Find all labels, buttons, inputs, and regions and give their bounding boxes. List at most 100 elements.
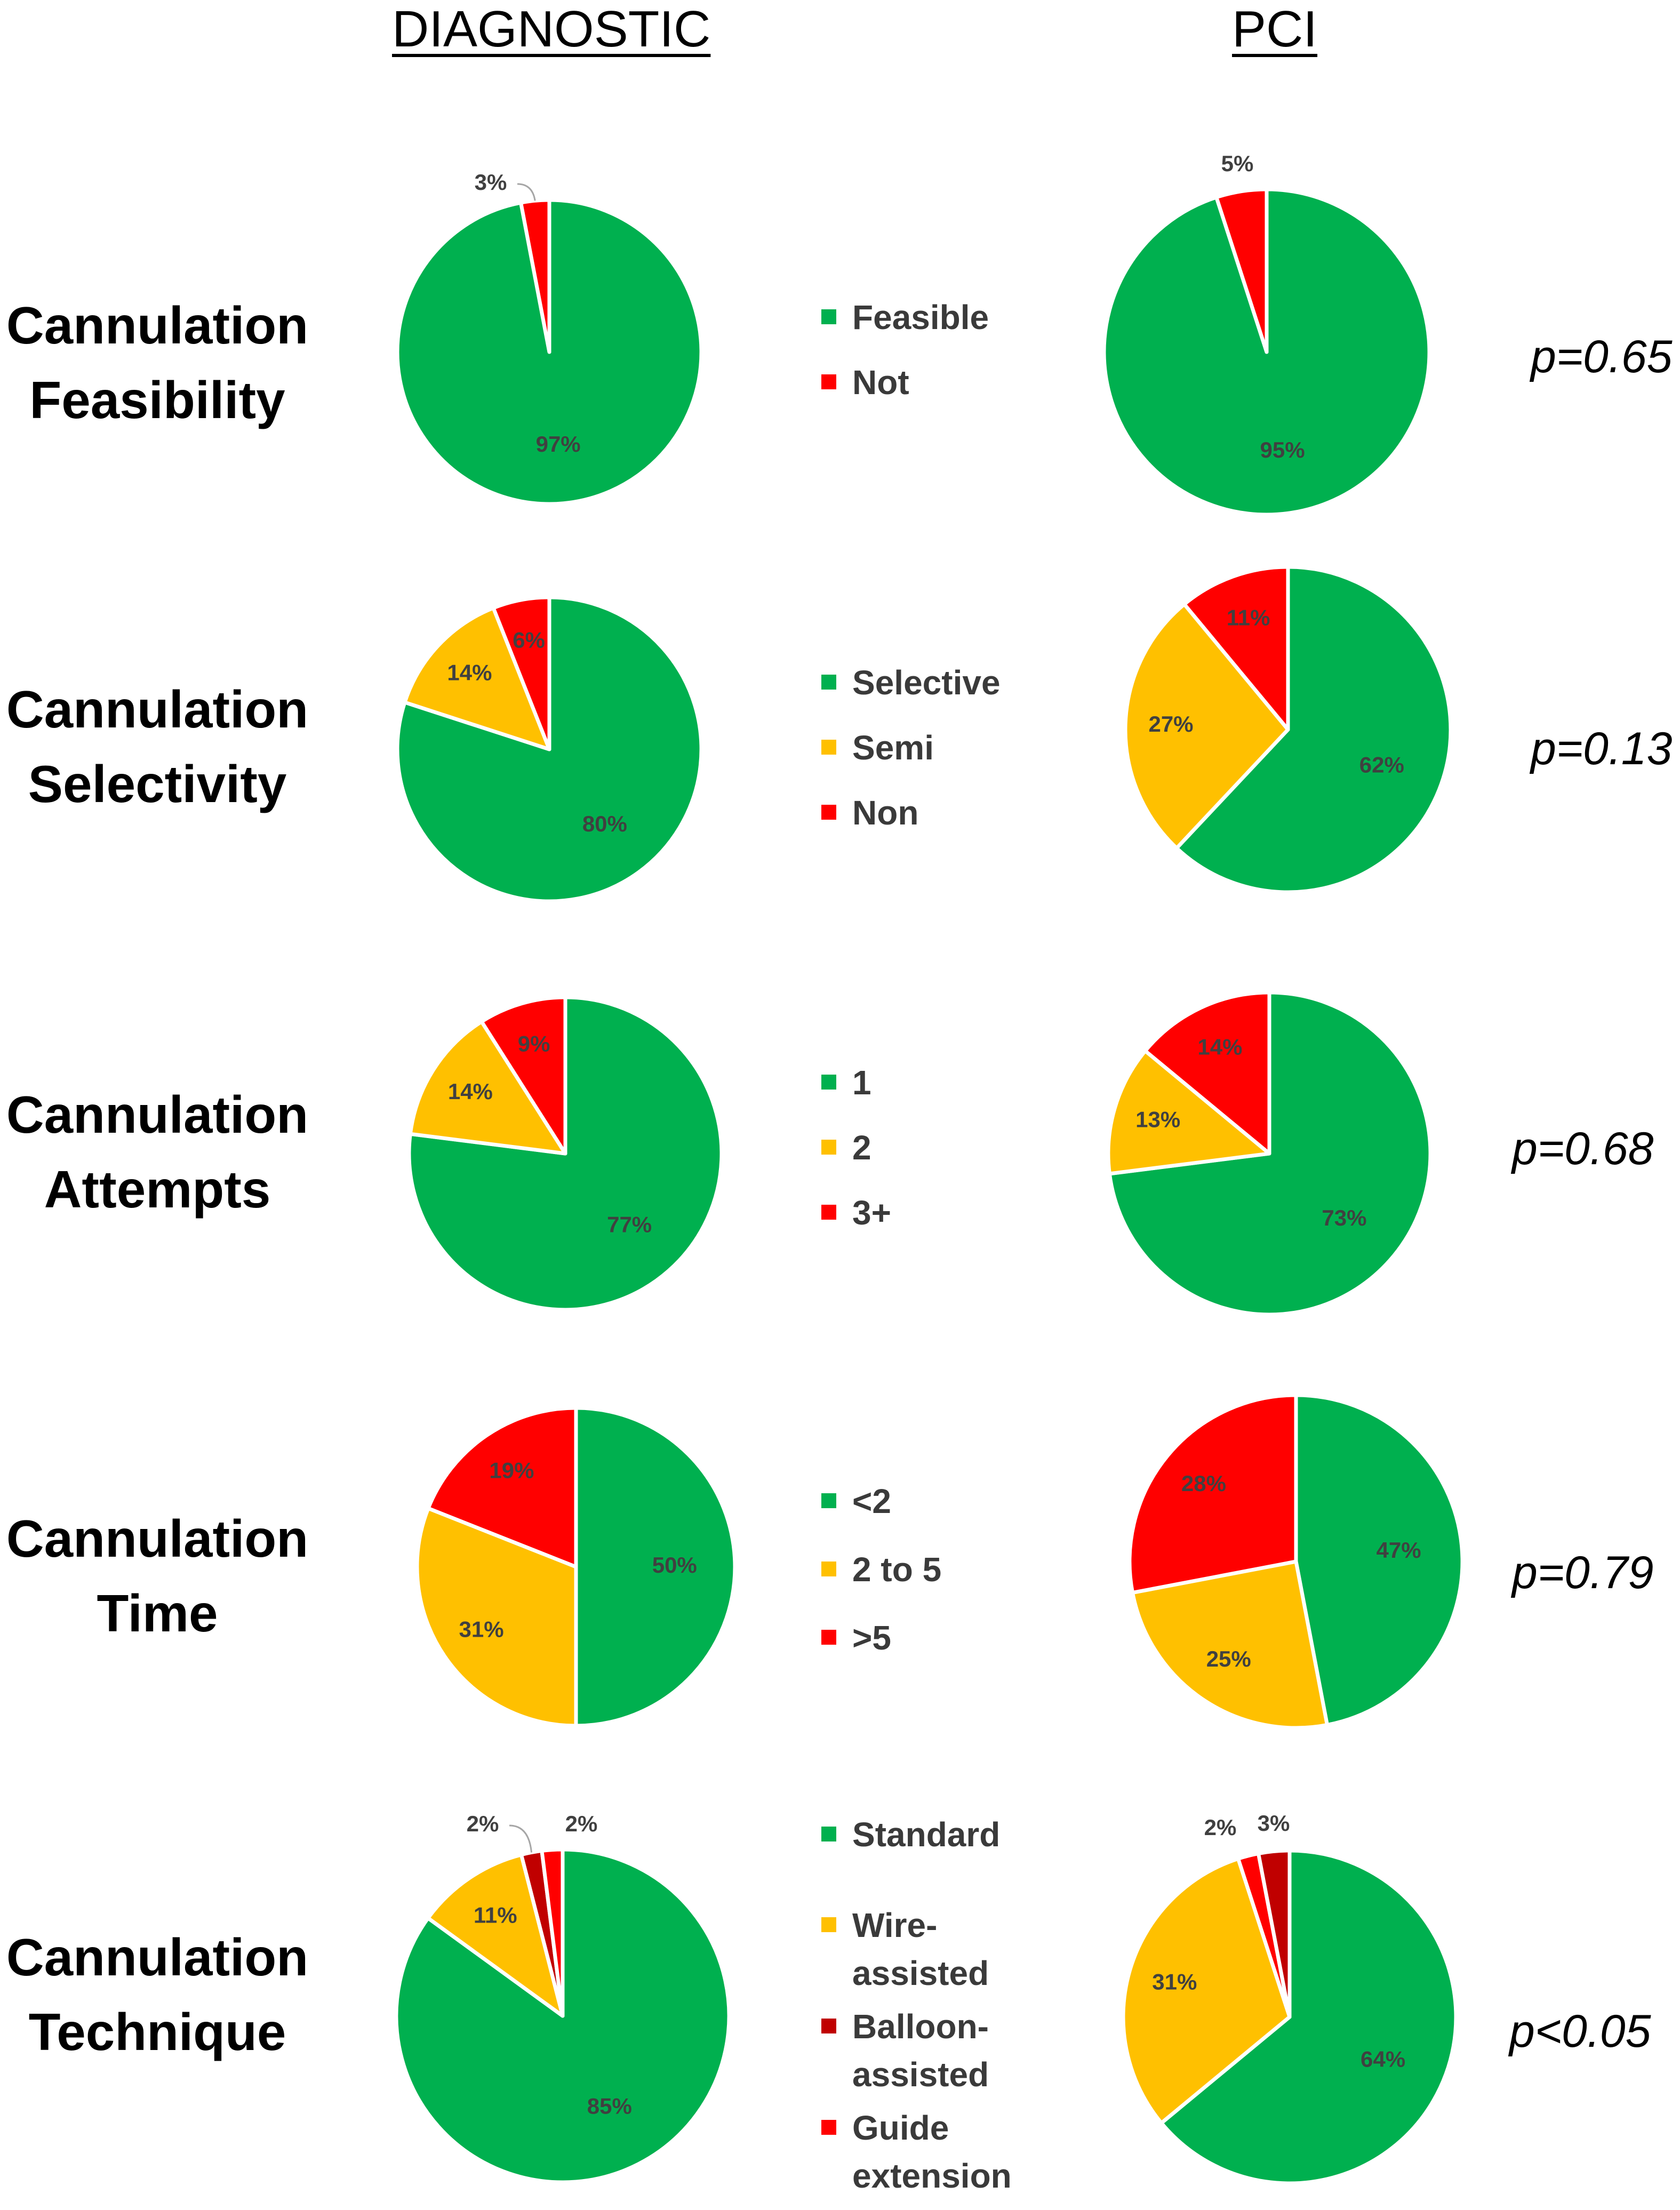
- legend-swatch: [821, 805, 836, 820]
- legend-item: 2: [821, 1124, 871, 1172]
- pie-slice-non: [1182, 565, 1290, 732]
- pie-data-label: 64%: [1361, 2046, 1405, 2071]
- row-label-line: Technique: [28, 2003, 286, 2061]
- legend-swatch: [821, 374, 836, 389]
- pie-data-label: 85%: [587, 2093, 632, 2118]
- row-label-feasibility: Cannulation Feasibility: [0, 288, 315, 437]
- row-label-line: Cannulation: [6, 296, 309, 355]
- legend-label: 1: [852, 1063, 871, 1102]
- legend-label: 2 to 5: [852, 1550, 942, 1589]
- p-value-time: p=0.79: [1512, 1547, 1654, 1598]
- pie-slice-3-: [479, 995, 567, 1156]
- pie-data-label: 25%: [1206, 1646, 1251, 1671]
- pie-data-label: 2%: [467, 1811, 499, 1836]
- pie-slice-not: [1214, 187, 1269, 354]
- pie-data-label: 3%: [475, 170, 507, 195]
- legend-label: Standard: [852, 1815, 1001, 1854]
- pie-data-label: 2%: [565, 1811, 598, 1836]
- legend-swatch: [821, 1205, 836, 1220]
- pie-data-label: 3%: [1258, 1811, 1290, 1836]
- label-leader-line: [509, 1824, 533, 1853]
- pie-data-label: 80%: [582, 811, 627, 836]
- pie-slice-non: [491, 595, 551, 751]
- pie-data-label: 11%: [474, 1902, 517, 1927]
- pie-data-label: 2%: [1204, 1815, 1237, 1840]
- pie-slice-wire-assisted: [426, 1853, 565, 2018]
- legend-item: Feasible: [821, 293, 989, 341]
- row-label-line: Selectivity: [28, 755, 287, 813]
- header-pci: PCI: [1232, 1, 1318, 58]
- legend-label: <2: [852, 1482, 891, 1520]
- pie-slice--2: [1294, 1393, 1465, 1727]
- legend-swatch: [821, 740, 836, 755]
- legend-item: <2: [821, 1477, 891, 1525]
- row-label-line: Feasibility: [29, 371, 285, 429]
- legend-label: Not: [852, 363, 909, 402]
- pie-slice--5: [426, 1406, 578, 1569]
- row-label-line: Cannulation: [6, 1509, 309, 1568]
- pie-slice-semi: [403, 606, 551, 751]
- legend-item: 2 to 5: [821, 1546, 941, 1594]
- p-value-feasibility: p=0.65: [1531, 331, 1673, 382]
- row-label-line: Cannulation: [6, 1928, 309, 1987]
- pie-slice--2: [574, 1406, 737, 1728]
- pie-slice-2: [408, 1020, 567, 1156]
- pie-data-label: 27%: [1148, 711, 1193, 736]
- pie-data-label: 14%: [1197, 1034, 1242, 1059]
- row-label-attempts: Cannulation Attempts: [0, 1077, 315, 1227]
- legend-swatch: [821, 309, 836, 324]
- p-value-technique: p<0.05: [1509, 2006, 1651, 2057]
- legend-swatch: [821, 675, 836, 690]
- legend-swatch: [821, 1140, 836, 1155]
- row-label-selectivity: Cannulation Selectivity: [0, 672, 315, 821]
- legend-swatch: [821, 2120, 836, 2135]
- legend-swatch: [821, 1630, 836, 1645]
- legend-item: Wire-assisted: [821, 1901, 989, 1997]
- pie-data-label: 11%: [1227, 605, 1270, 630]
- row-label-technique: Cannulation Technique: [0, 1920, 315, 2069]
- pie-slice-wire-assisted: [1121, 1856, 1292, 2125]
- legend-label: Guide extension: [852, 2109, 1012, 2195]
- legend-item: 3+: [821, 1189, 891, 1237]
- row-label-line: Cannulation: [6, 680, 309, 739]
- pie-slice-semi: [1123, 602, 1290, 850]
- pie-data-label: 13%: [1135, 1107, 1180, 1132]
- row-label-line: Attempts: [44, 1160, 271, 1219]
- header-diagnostic: DIAGNOSTIC: [392, 1, 711, 58]
- pie-slice-2-to-5: [1131, 1559, 1329, 1730]
- legend-item: Not: [821, 358, 909, 406]
- pie-data-label: 28%: [1181, 1471, 1226, 1496]
- pie-data-label: 9%: [518, 1031, 550, 1056]
- legend-label: 3+: [852, 1194, 891, 1232]
- legend-swatch: [821, 1075, 836, 1090]
- pie-data-label: 47%: [1377, 1538, 1421, 1563]
- legend-label: Feasible: [852, 298, 989, 337]
- legend-swatch: [821, 1493, 836, 1508]
- pie-data-label: 50%: [652, 1552, 697, 1578]
- legend-item: Balloon-assisted: [821, 2003, 989, 2099]
- pie-slice--5: [1127, 1393, 1298, 1595]
- legend-item: 1: [821, 1059, 871, 1107]
- pie-slice-2-to-5: [415, 1506, 578, 1728]
- legend-item: Non: [821, 789, 918, 837]
- legend-swatch: [821, 1562, 836, 1576]
- pie-data-label: 31%: [1152, 1969, 1197, 1994]
- pie-data-label: 31%: [459, 1617, 504, 1642]
- row-label-line: Cannulation: [6, 1085, 309, 1144]
- pie-data-label: 77%: [607, 1212, 652, 1237]
- pie-slice-balloon-assisted: [1257, 1848, 1292, 2019]
- legend-label: Selective: [852, 663, 1001, 702]
- p-value-selectivity: p=0.13: [1531, 723, 1673, 774]
- legend-item: Guide extension: [821, 2104, 1012, 2200]
- legend-label: Wire-assisted: [852, 1906, 989, 1992]
- row-label-line: Time: [97, 1584, 218, 1643]
- legend-label: 2: [852, 1128, 871, 1167]
- legend-swatch: [821, 1827, 836, 1841]
- legend-item: Selective: [821, 659, 1001, 707]
- legend-label: Semi: [852, 728, 934, 767]
- legend-label: Non: [852, 794, 919, 832]
- p-value-attempts: p=0.68: [1512, 1123, 1654, 1174]
- pie-data-label: 14%: [447, 660, 492, 685]
- pie-data-label: 14%: [448, 1079, 493, 1104]
